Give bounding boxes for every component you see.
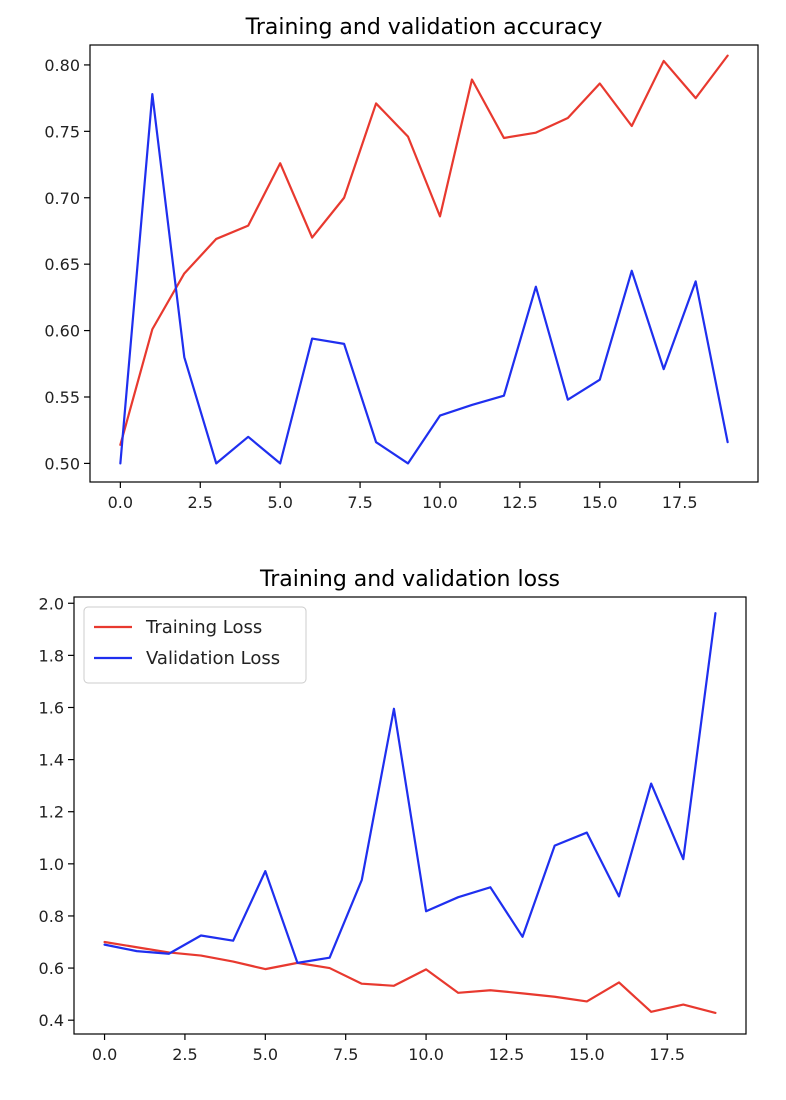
accuracy-plot-frame xyxy=(89,44,759,483)
accuracy-y-tick-label: 0.60 xyxy=(44,322,80,341)
loss-y-tick-label: 1.6 xyxy=(39,698,64,717)
legend-label-validation-loss: Validation Loss xyxy=(146,648,280,669)
legend-label-training-loss: Training Loss xyxy=(145,617,262,638)
accuracy-x-tick-label: 0.0 xyxy=(108,493,133,512)
loss-x-tick-label: 2.5 xyxy=(172,1045,197,1064)
accuracy-x-tick-label: 7.5 xyxy=(347,493,372,512)
accuracy-series-red-line xyxy=(119,54,729,446)
loss-x-tick-label: 12.5 xyxy=(489,1045,525,1064)
accuracy-x-tick-label: 2.5 xyxy=(188,493,213,512)
loss-x-tick-label: 7.5 xyxy=(333,1045,358,1064)
loss-y-tick-label: 2.0 xyxy=(39,594,64,613)
loss-plot-frame xyxy=(73,596,747,1035)
loss-y-tick-label: 0.4 xyxy=(39,1011,64,1030)
loss-x-tick-label: 0.0 xyxy=(92,1045,117,1064)
loss-series-validation-loss-line xyxy=(103,612,717,964)
accuracy-y-tick-label: 0.75 xyxy=(44,122,80,141)
loss-legend: Training Loss Validation Loss xyxy=(83,606,307,684)
loss-y-tick-label: 0.6 xyxy=(39,959,64,978)
loss-y-tick-label: 1.2 xyxy=(39,803,64,822)
loss-chart-title: Training and validation loss xyxy=(259,567,560,592)
accuracy-y-tick-label: 0.65 xyxy=(44,255,80,274)
loss-y-tick-label: 0.8 xyxy=(39,907,64,926)
loss-y-tick-label: 1.8 xyxy=(39,646,64,665)
accuracy-series-blue-line xyxy=(119,93,729,465)
loss-chart: Training and validation loss 0.0 2.5 5.0 7.5… xyxy=(39,567,747,1064)
loss-legend-box xyxy=(83,606,307,684)
accuracy-x-tick-label: 17.5 xyxy=(662,493,698,512)
accuracy-x-tick-label: 15.0 xyxy=(582,493,618,512)
accuracy-chart: Training and validation accuracy 0.0 2.5 5.… xyxy=(44,15,759,512)
loss-x-tick-label: 15.0 xyxy=(569,1045,605,1064)
loss-series-training-loss-line xyxy=(103,940,717,1014)
loss-x-tick-label: 17.5 xyxy=(649,1045,685,1064)
accuracy-x-tick-label: 5.0 xyxy=(267,493,292,512)
loss-y-tick-label: 1.4 xyxy=(39,751,64,770)
accuracy-x-tick-label: 10.0 xyxy=(422,493,458,512)
accuracy-y-tick-label: 0.50 xyxy=(44,454,80,473)
loss-x-tick-label: 10.0 xyxy=(408,1045,444,1064)
accuracy-x-tick-label: 12.5 xyxy=(502,493,538,512)
loss-x-tick-label: 5.0 xyxy=(253,1045,278,1064)
accuracy-y-tick-label: 0.80 xyxy=(44,56,80,75)
accuracy-chart-title: Training and validation accuracy xyxy=(245,15,603,40)
loss-y-tick-label: 1.0 xyxy=(39,855,64,874)
accuracy-y-tick-label: 0.55 xyxy=(44,388,80,407)
accuracy-y-tick-label: 0.70 xyxy=(44,189,80,208)
